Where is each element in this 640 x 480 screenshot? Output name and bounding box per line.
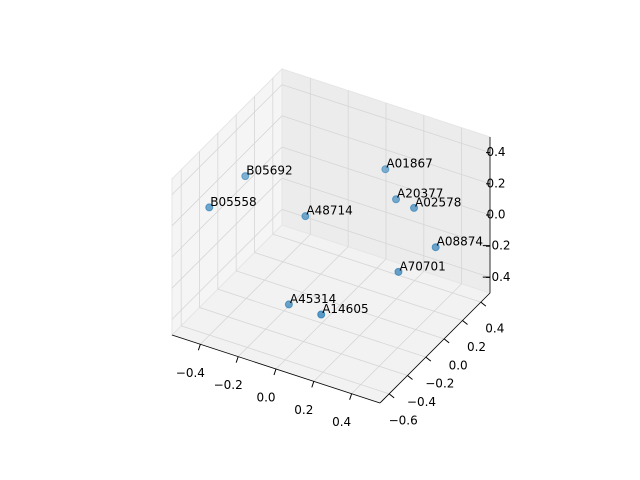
x-tick-label: 0.2 [294,403,313,417]
x-tick-label: 0.4 [332,415,351,429]
y-axis-line [379,292,491,404]
tick-mark [443,338,450,344]
point-label: A02578 [415,195,461,209]
grid-line [200,233,311,345]
x-tick-label: 0.0 [256,391,275,405]
point [317,310,326,319]
point [381,165,390,174]
y-tick-label: 0.4 [485,322,504,336]
grid-line [171,84,283,195]
grid-line [313,271,425,382]
z-tick-label: 0.4 [486,145,505,159]
tick-mark [388,393,395,399]
x-axis-line [171,334,381,404]
point [284,300,293,309]
grid-line [181,325,390,395]
point [301,212,310,221]
point [392,195,401,204]
grid-line [171,177,283,289]
x-tick-label: −0.2 [214,378,243,392]
point-label: A08874 [437,235,483,249]
grid-line [272,233,481,303]
grid-line [171,146,283,258]
grid-line [281,115,491,185]
point-label: A14605 [322,302,368,316]
grid-line [254,252,463,321]
grid-line [351,283,462,395]
tick-mark [462,320,468,325]
tick-mark [407,375,413,380]
tick-mark [480,301,487,307]
y-tick-label: 0.2 [467,340,486,354]
point-label: A01867 [386,157,432,171]
tick-mark [235,356,239,363]
x-tick-label: −0.4 [176,366,205,380]
y-tick-label: −0.2 [425,377,454,391]
tick-mark [425,356,432,362]
grid-line [171,209,283,320]
y-tick-label: −0.6 [389,413,418,427]
z-tick-label: −0.2 [481,239,510,253]
point [410,203,419,212]
y-tick-label: −0.4 [407,395,436,409]
tick-mark [273,368,277,376]
z-tick-label: −0.4 [481,270,510,284]
grid-line [275,258,387,370]
tick-mark [311,381,315,388]
point-label: A20377 [397,187,443,201]
grid-line [236,270,445,340]
grid-line [171,115,283,227]
z-tick-label: 0.0 [486,208,505,222]
point-label: B05692 [246,164,292,178]
z-tick-label: 0.2 [486,176,505,190]
point [205,203,214,212]
grid-line [199,307,408,376]
tick-mark [197,344,201,351]
point [431,243,440,252]
y-tick-label: 0.0 [449,358,468,372]
point-label: A70701 [399,259,445,273]
grid-line [217,288,426,358]
grid-line [237,246,349,357]
grid-line [281,146,491,216]
grid-line [281,177,491,247]
point-label: A48714 [306,204,352,218]
point-label: A45314 [290,292,336,306]
tick-mark [349,393,353,400]
point [394,267,403,276]
point-label: B05558 [210,195,256,209]
grid-line [281,209,491,278]
grid-line [281,84,491,153]
point [241,172,250,181]
